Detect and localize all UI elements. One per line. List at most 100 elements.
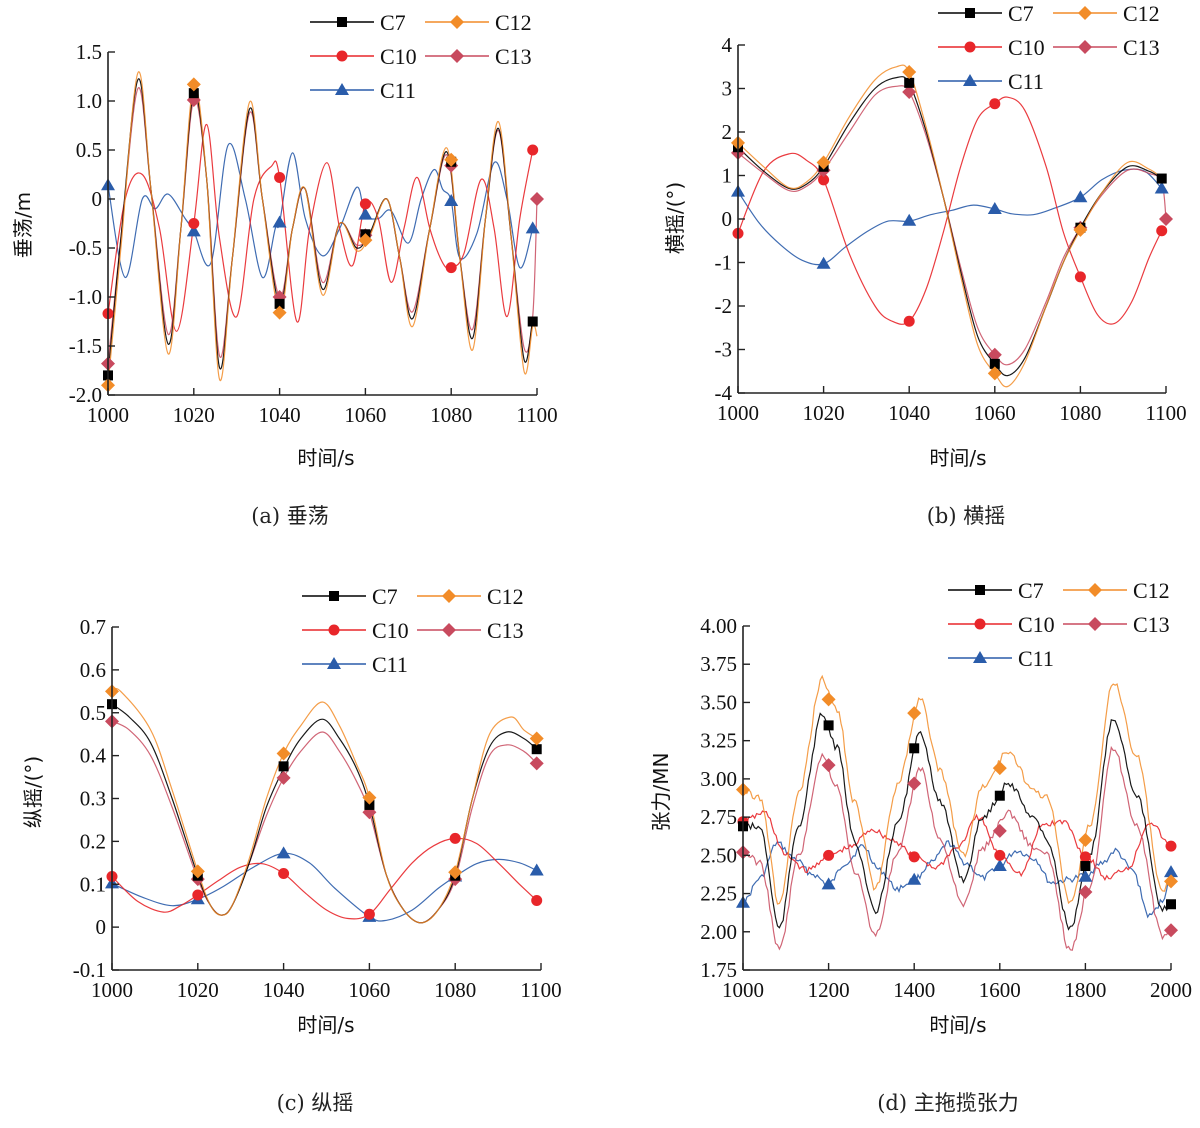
y-tick-label-d: 2.50 [700, 843, 737, 867]
x-tick-label-b: 1020 [803, 401, 845, 425]
marker-a-c12 [358, 233, 373, 248]
marker-c-c11 [529, 863, 544, 876]
y-tick-label-d: 3.25 [700, 729, 737, 753]
x-axis-label-c: 时间/s [297, 1013, 354, 1037]
legend-label-c10: C10 [1018, 612, 1055, 637]
x-tick-label-b: 1060 [974, 401, 1016, 425]
marker-a-c12 [186, 77, 201, 92]
legend-label-c7: C7 [1018, 578, 1044, 603]
marker-a-c7 [188, 88, 199, 99]
marker-d-c7 [994, 790, 1005, 801]
y-tick-label-c: 0.3 [80, 787, 106, 811]
marker-b-c13 [1159, 212, 1173, 226]
marker-d-c11 [821, 877, 836, 890]
legend-item-c10: C10 [302, 618, 409, 643]
legend-label-c13: C13 [495, 44, 532, 69]
series-line-b-c13 [737, 85, 1167, 366]
legend-label-c7: C7 [1008, 1, 1034, 26]
legend-marker-c7 [965, 8, 975, 18]
marker-d-c12 [1164, 874, 1178, 889]
x-tick-label-d: 1800 [1064, 978, 1106, 1002]
marker-c-c10 [363, 908, 375, 920]
legend-label-c11: C11 [372, 652, 408, 677]
marker-b-c13 [987, 347, 1002, 362]
series-line-d-c13 [742, 745, 1172, 951]
y-tick-label-b: 0 [722, 207, 733, 231]
marker-a-c10 [527, 144, 539, 156]
legend-item-c13: C13 [1063, 612, 1170, 637]
x-tick-label-b: 1000 [717, 401, 759, 425]
marker-b-c11 [816, 256, 831, 269]
marker-d-c13 [907, 776, 922, 791]
legend-marker-c11 [335, 83, 349, 95]
legend-label-c13: C13 [487, 618, 524, 643]
marker-d-c11 [907, 872, 922, 885]
marker-a-c11 [444, 193, 459, 206]
x-tick-label-d: 1600 [979, 978, 1021, 1002]
legend-item-c10: C10 [938, 35, 1045, 60]
legend-d: C7 C12 C10 C13 C11 [948, 578, 1170, 671]
legend-item-c7: C7 [938, 1, 1034, 26]
marker-b-c10 [989, 98, 1001, 110]
marker-a-c10 [445, 262, 457, 274]
y-tick-label-d: 3.75 [700, 652, 737, 676]
x-tick-label-a: 1100 [516, 403, 557, 427]
legend-item-c11: C11 [310, 78, 416, 103]
legend-item-c10: C10 [948, 612, 1055, 637]
marker-c-c10 [278, 868, 290, 880]
y-tick-label-a: 1.5 [76, 40, 102, 64]
caption-d: (d) 主拖揽张力 [877, 1091, 1019, 1115]
marker-d-c13 [1164, 923, 1178, 938]
x-axis-label-d: 时间/s [929, 1013, 986, 1037]
series-line-d-c7 [742, 712, 1172, 931]
x-axis-label-b: 时间/s [929, 446, 986, 470]
legend-marker-c11 [973, 651, 987, 663]
marker-d-c11 [1164, 865, 1178, 878]
marker-b-c7 [989, 358, 1000, 369]
y-axis-label-d: 张力/MN [649, 753, 673, 832]
y-tick-label-c: 0.1 [80, 872, 106, 896]
legend-marker-c10 [336, 50, 348, 62]
x-tick-label-c: 1080 [434, 978, 476, 1002]
legend-item-c13: C13 [1053, 35, 1160, 60]
legend-marker-c7 [975, 585, 985, 595]
y-tick-label-d: 1.75 [700, 958, 737, 982]
marker-c-c10 [531, 895, 543, 907]
y-axis-label-a: 垂荡/m [11, 192, 35, 258]
x-axis-label-a: 时间/s [297, 446, 354, 470]
legend-marker-c13 [1088, 617, 1102, 631]
legend-item-c12: C12 [1053, 1, 1160, 26]
x-tick-label-c: 1100 [520, 978, 561, 1002]
series-line-a-c7 [107, 78, 538, 376]
series-line-d-c10 [742, 810, 1172, 882]
legend-b: C7 C12 C10 C13 C11 [938, 1, 1160, 94]
legend-item-c12: C12 [417, 584, 524, 609]
chart-c-pitch: 1000 1020 1040 1060 1080 1100 -0.1 0 0.1 0.2 0.3 0.… [73, 584, 562, 1002]
legend-marker-c12 [1088, 583, 1102, 597]
marker-b-c10 [818, 174, 830, 186]
legend-marker-c10 [964, 41, 976, 53]
legend-label-c12: C12 [487, 584, 524, 609]
series-line-d-c11 [742, 840, 1172, 919]
legend-marker-c11 [327, 657, 341, 669]
marker-d-c13 [821, 758, 836, 773]
legend-marker-c7 [337, 17, 347, 27]
series-line-a-c10 [107, 123, 534, 332]
series-line-a-c13 [107, 87, 538, 364]
marker-d-c12 [821, 692, 836, 707]
legend-item-c11: C11 [938, 69, 1044, 94]
marker-d-c10 [994, 849, 1006, 861]
marker-d-c13 [992, 823, 1007, 838]
series-line-c-c10 [111, 837, 538, 920]
y-tick-label-c: 0.4 [80, 744, 107, 768]
chart-d-towline-tension: 1000 1200 1400 1600 1800 2000 1.75 2.00 2.25 2.50… [700, 578, 1192, 1002]
marker-c-c12 [276, 746, 291, 761]
marker-a-c12 [444, 152, 459, 167]
x-tick-label-a: 1060 [344, 403, 386, 427]
x-tick-label-a: 1000 [87, 403, 129, 427]
series-line-c-c13 [111, 720, 538, 924]
x-tick-label-d: 1400 [893, 978, 935, 1002]
marker-c-c11 [276, 846, 291, 859]
marker-c-c12 [529, 731, 544, 746]
x-tick-label-c: 1000 [91, 978, 133, 1002]
